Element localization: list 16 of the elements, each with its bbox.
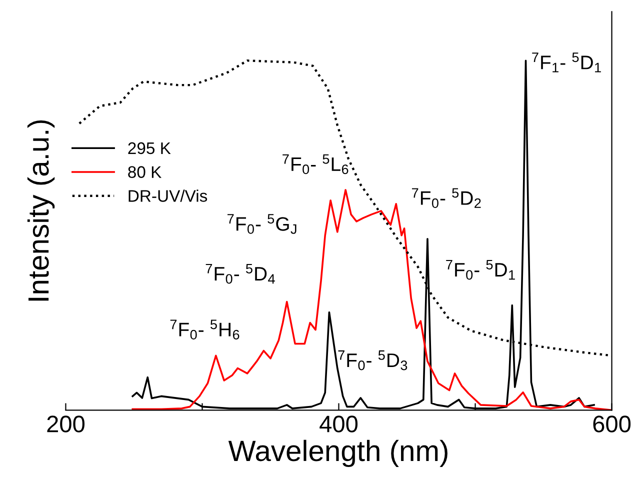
annotation: $^{7}$F$_{0}$- $^{5}$D$_{4}$ [206,264,275,284]
legend-label: 295 K [128,142,171,154]
annotation: $^{7}$F$_{0}$- $^{5}$H$_{6}$ [170,320,240,340]
x-axis-title: Wavelength (nm) [228,440,448,468]
x-tick-label: 600 [593,416,631,432]
x-tick-label: 200 [47,416,85,432]
annotation: $^{7}$F$_{0}$- $^{5}$D$_{2}$ [412,188,481,208]
annotation: $^{7}$F$_{0}$- $^{5}$G$_{J}$ [228,214,296,234]
annotation: $^{7}$F$_{0}$- $^{5}$D$_{1}$ [446,260,515,280]
y-axis-title: Intensity (a.u.) [27,120,55,301]
legend-label: DR-UV/Vis [128,190,208,202]
annotation: $^{7}$F$_{0}$- $^{5}$D$_{3}$ [338,350,408,370]
annotation: $^{7}$F$_{0}$- $^{5}$L$_{6}$ [282,154,348,174]
legend-label: 80 K [128,166,162,178]
annotation: $^{7}$F$_{1}$- $^{5}$D$_{1}$ [532,52,601,72]
x-tick-label: 400 [320,416,358,432]
